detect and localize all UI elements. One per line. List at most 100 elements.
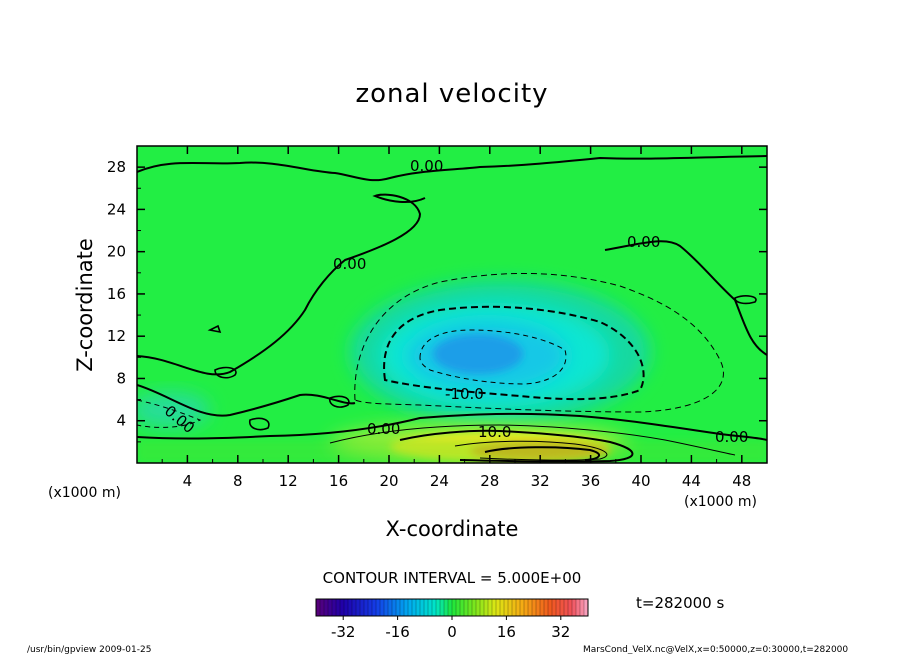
x-tick-label: 44 bbox=[682, 472, 701, 490]
contour-zero-mid bbox=[137, 384, 356, 417]
colorbar-swatch bbox=[368, 599, 373, 616]
contour-neg15 bbox=[419, 329, 567, 385]
colorbar-swatch bbox=[460, 599, 465, 616]
colorbar-swatch bbox=[436, 599, 441, 616]
contour-neg5 bbox=[354, 272, 724, 413]
colorbar-swatch bbox=[540, 599, 545, 616]
colorbar-swatch bbox=[372, 599, 377, 616]
colorbar-swatch bbox=[396, 599, 401, 616]
colorbar-swatch bbox=[320, 599, 325, 616]
time-label: t=282000 s bbox=[636, 594, 724, 612]
colorbar-tick-label: -16 bbox=[385, 623, 410, 641]
y-axis-ticks: 4 8 12 16 20 24 28 bbox=[107, 158, 767, 443]
footer-right: MarsCond_VelX.nc@VelX,x=0:50000,z=0:3000… bbox=[583, 645, 848, 654]
y-tick-label: 8 bbox=[116, 369, 126, 387]
colorbar-swatch bbox=[376, 599, 381, 616]
footer-left: /usr/bin/gpview 2009-01-25 bbox=[27, 645, 151, 654]
colorbar-swatch bbox=[440, 599, 445, 616]
colorbar-swatch bbox=[580, 599, 585, 616]
colorbar-swatch bbox=[472, 599, 477, 616]
colorbar-swatch bbox=[424, 599, 429, 616]
colorbar-ticks: -32 -16 0 16 32 bbox=[331, 616, 570, 641]
colorbar-swatch bbox=[324, 599, 329, 616]
colorbar-swatch bbox=[584, 599, 589, 616]
contour-interval: CONTOUR INTERVAL = 5.000E+00 bbox=[323, 569, 582, 587]
x-tick-label: 28 bbox=[480, 472, 499, 490]
y-tick-label: 16 bbox=[107, 285, 126, 303]
x-tick-label: 12 bbox=[279, 472, 298, 490]
colorbar-tick-label: 32 bbox=[551, 623, 570, 641]
colorbar-swatch bbox=[468, 599, 473, 616]
x-axis-label: X-coordinate bbox=[386, 517, 519, 541]
colorbar-swatch bbox=[520, 599, 525, 616]
y-tick-label: 28 bbox=[107, 158, 126, 176]
contour-neg-left bbox=[137, 399, 202, 428]
colorbar-swatch bbox=[576, 599, 581, 616]
contour-label: -10.0 bbox=[445, 385, 484, 403]
contour-label: 0.00 bbox=[333, 255, 366, 273]
colorbar-swatch bbox=[516, 599, 521, 616]
colorbar-swatch bbox=[548, 599, 553, 616]
colorbar-swatch bbox=[452, 599, 457, 616]
contour-label: 0.00 bbox=[410, 157, 443, 175]
colorbar-swatch bbox=[316, 599, 321, 616]
colorbar-swatch bbox=[340, 599, 345, 616]
colorbar-swatch bbox=[412, 599, 417, 616]
colorbar-swatch bbox=[552, 599, 557, 616]
colorbar-tick-label: 0 bbox=[447, 623, 457, 641]
plot-area: 0.00 0.00 0.00 0.00 0.00 0.00 -10.0 10.0 bbox=[137, 146, 767, 463]
surface-band bbox=[137, 440, 767, 463]
colorbar-swatch bbox=[484, 599, 489, 616]
colorbar-swatch bbox=[432, 599, 437, 616]
colorbar-swatch bbox=[456, 599, 461, 616]
colorbar-swatch bbox=[420, 599, 425, 616]
colorbar-swatch bbox=[336, 599, 341, 616]
colorbar-swatch bbox=[408, 599, 413, 616]
colorbar-swatch bbox=[496, 599, 501, 616]
colorbar-swatch bbox=[384, 599, 389, 616]
colorbar bbox=[315, 599, 589, 616]
colorbar-swatch bbox=[500, 599, 505, 616]
contour-label: 0.00 bbox=[367, 420, 400, 438]
colorbar-swatch bbox=[556, 599, 561, 616]
x-axis-ticks: 4 8 12 16 20 24 28 32 36 40 44 48 bbox=[161, 146, 751, 490]
colorbar-swatch bbox=[564, 599, 569, 616]
colorbar-swatch bbox=[344, 599, 349, 616]
colorbar-swatch bbox=[400, 599, 405, 616]
colorbar-swatch bbox=[364, 599, 369, 616]
contour-pos20 bbox=[484, 446, 600, 461]
contour-label: 0.00 bbox=[627, 233, 660, 251]
contour-zero-right bbox=[604, 240, 767, 356]
contour-label: 0.00 bbox=[715, 428, 748, 446]
y-tick-label: 24 bbox=[107, 200, 126, 218]
contour-pos5 bbox=[329, 424, 736, 456]
contour-pos10 bbox=[399, 429, 634, 463]
colorbar-swatch bbox=[560, 599, 565, 616]
colorbar-swatch bbox=[544, 599, 549, 616]
contour-zero-top bbox=[137, 155, 767, 182]
x-tick-label: 32 bbox=[531, 472, 550, 490]
colorbar-swatch bbox=[508, 599, 513, 616]
colorbar-swatch bbox=[528, 599, 533, 616]
colorbar-swatch bbox=[348, 599, 353, 616]
contour-eddies bbox=[207, 295, 757, 431]
colorbar-swatch bbox=[512, 599, 517, 616]
colorbar-swatch bbox=[392, 599, 397, 616]
colorbar-swatch bbox=[480, 599, 485, 616]
y-axis-label: Z-coordinate bbox=[73, 238, 97, 372]
x-tick-label: 36 bbox=[581, 472, 600, 490]
contour-pos15 bbox=[454, 440, 608, 461]
chart-title: zonal velocity bbox=[355, 79, 548, 109]
colorbar-swatch bbox=[568, 599, 573, 616]
colorbar-tick-label: 16 bbox=[497, 623, 516, 641]
colorbar-swatch bbox=[476, 599, 481, 616]
y-tick-label: 12 bbox=[107, 327, 126, 345]
colorbar-swatch bbox=[524, 599, 529, 616]
colorbar-swatch bbox=[380, 599, 385, 616]
colorbar-swatch bbox=[416, 599, 421, 616]
colorbar-swatch bbox=[488, 599, 493, 616]
x-tick-label: 40 bbox=[631, 472, 650, 490]
colorbar-swatch bbox=[332, 599, 337, 616]
negative-region-core bbox=[433, 334, 523, 374]
